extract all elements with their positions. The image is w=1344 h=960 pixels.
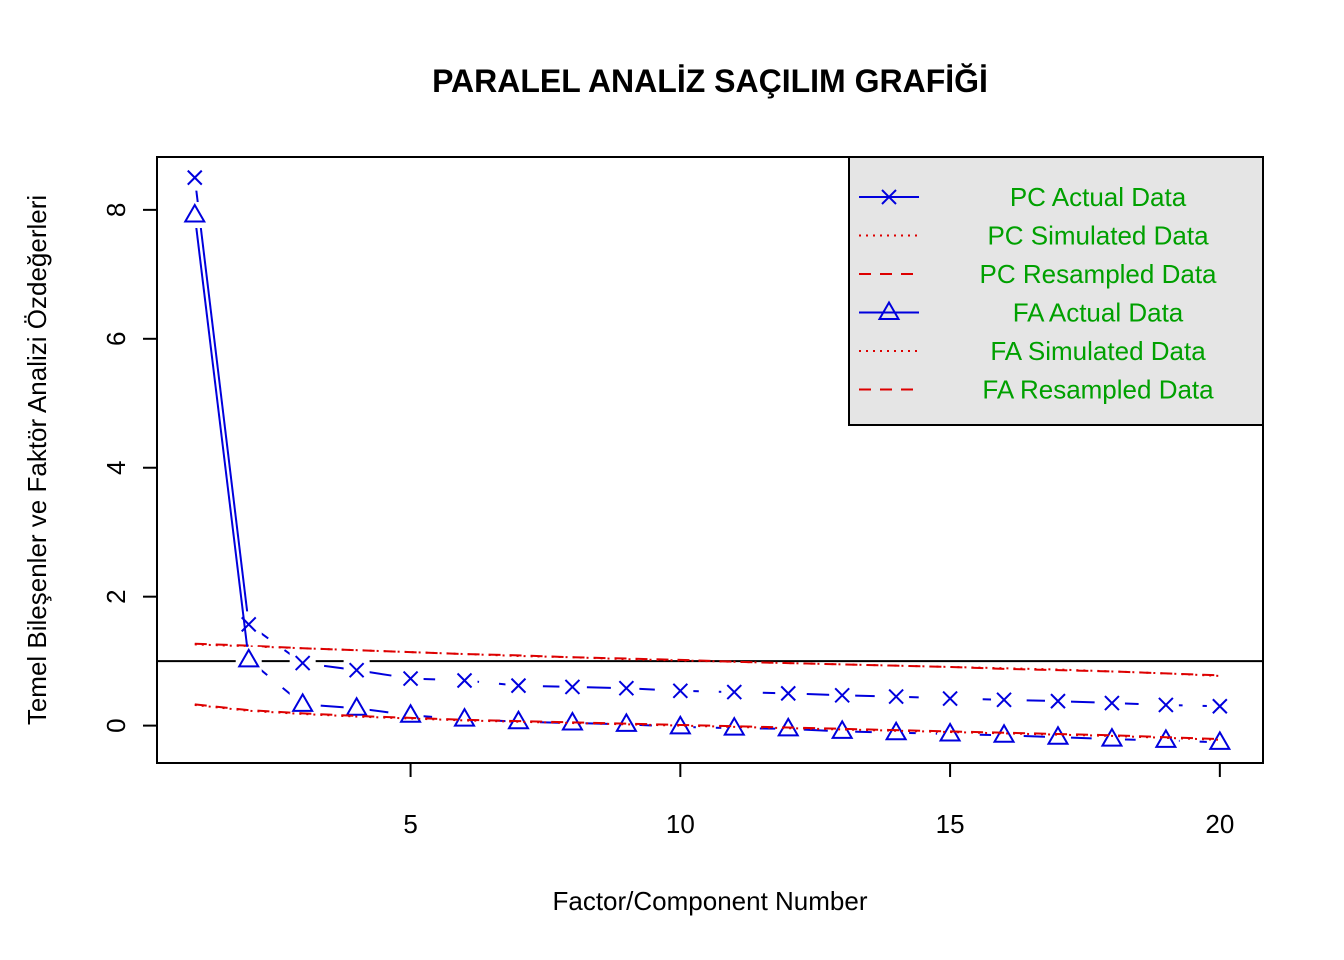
x-axis-label: Factor/Component Number: [552, 886, 867, 916]
y-tick-label: 6: [101, 332, 131, 346]
legend-marker: [881, 189, 897, 205]
legend-label: FA Actual Data: [1013, 298, 1184, 328]
data-point: [942, 690, 958, 707]
data-point: [237, 647, 260, 668]
series-0: [181, 164, 1233, 720]
series-line-segment: [193, 177, 250, 625]
data-point: [834, 687, 850, 704]
data-point: [672, 683, 689, 699]
legend-label: PC Simulated Data: [987, 221, 1209, 251]
data-point: [1208, 730, 1232, 750]
series-4: [194, 703, 1220, 741]
data-point: [996, 692, 1012, 708]
data-point: [888, 688, 904, 705]
x-tick-label: 20: [1205, 809, 1234, 839]
series-line: [194, 703, 1220, 741]
legend: PC Actual Data PC Simulated Data PC Resamp…: [848, 156, 1264, 426]
data-point: [1212, 698, 1228, 714]
data-point: [1158, 697, 1174, 713]
data-point: [183, 203, 206, 223]
legend-label: PC Actual Data: [1010, 182, 1187, 212]
data-point: [1100, 727, 1124, 747]
data-point: [187, 169, 203, 186]
data-point: [618, 680, 635, 696]
data-point: [564, 679, 581, 695]
data-point: [561, 711, 584, 731]
y-tick-label: 2: [101, 589, 131, 603]
y-tick-label: 8: [101, 203, 131, 217]
legend-label: FA Resampled Data: [982, 375, 1214, 405]
data-point: [456, 672, 473, 689]
y-axis-label: Temel Bileşenler ve Faktör Analizi Özdeğ…: [22, 195, 52, 725]
axes: 5 10 15 20 0 2 4 6 8: [101, 203, 1234, 839]
series-2: [194, 642, 1220, 677]
y-tick-label: 4: [101, 461, 131, 475]
legend-marker: [877, 300, 901, 320]
legend-box: [848, 156, 1264, 426]
data-point: [399, 703, 422, 723]
data-point: [345, 696, 368, 716]
data-point: [291, 692, 314, 712]
series-5: [194, 703, 1220, 741]
y-tick-label: 0: [101, 718, 131, 732]
x-tick-label: 10: [666, 809, 695, 839]
chart-title: PARALEL ANALİZ SAÇILIM GRAFİĞİ: [432, 63, 988, 99]
legend-label: FA Simulated Data: [990, 336, 1206, 366]
data-point: [1050, 693, 1066, 709]
x-tick-label: 5: [403, 809, 417, 839]
data-point: [726, 684, 742, 700]
series-line: [194, 703, 1220, 741]
series-line: [194, 642, 1220, 677]
data-point: [453, 707, 476, 727]
x-tick-label: 15: [936, 809, 965, 839]
data-point: [402, 670, 419, 687]
data-point: [780, 685, 796, 702]
series-line-segment: [193, 214, 250, 660]
legend-label: PC Resampled Data: [980, 259, 1218, 289]
plot-area: [157, 164, 1263, 756]
data-point: [510, 677, 527, 694]
data-point: [1104, 695, 1120, 711]
data-point: [348, 662, 365, 678]
data-point: [294, 655, 311, 671]
